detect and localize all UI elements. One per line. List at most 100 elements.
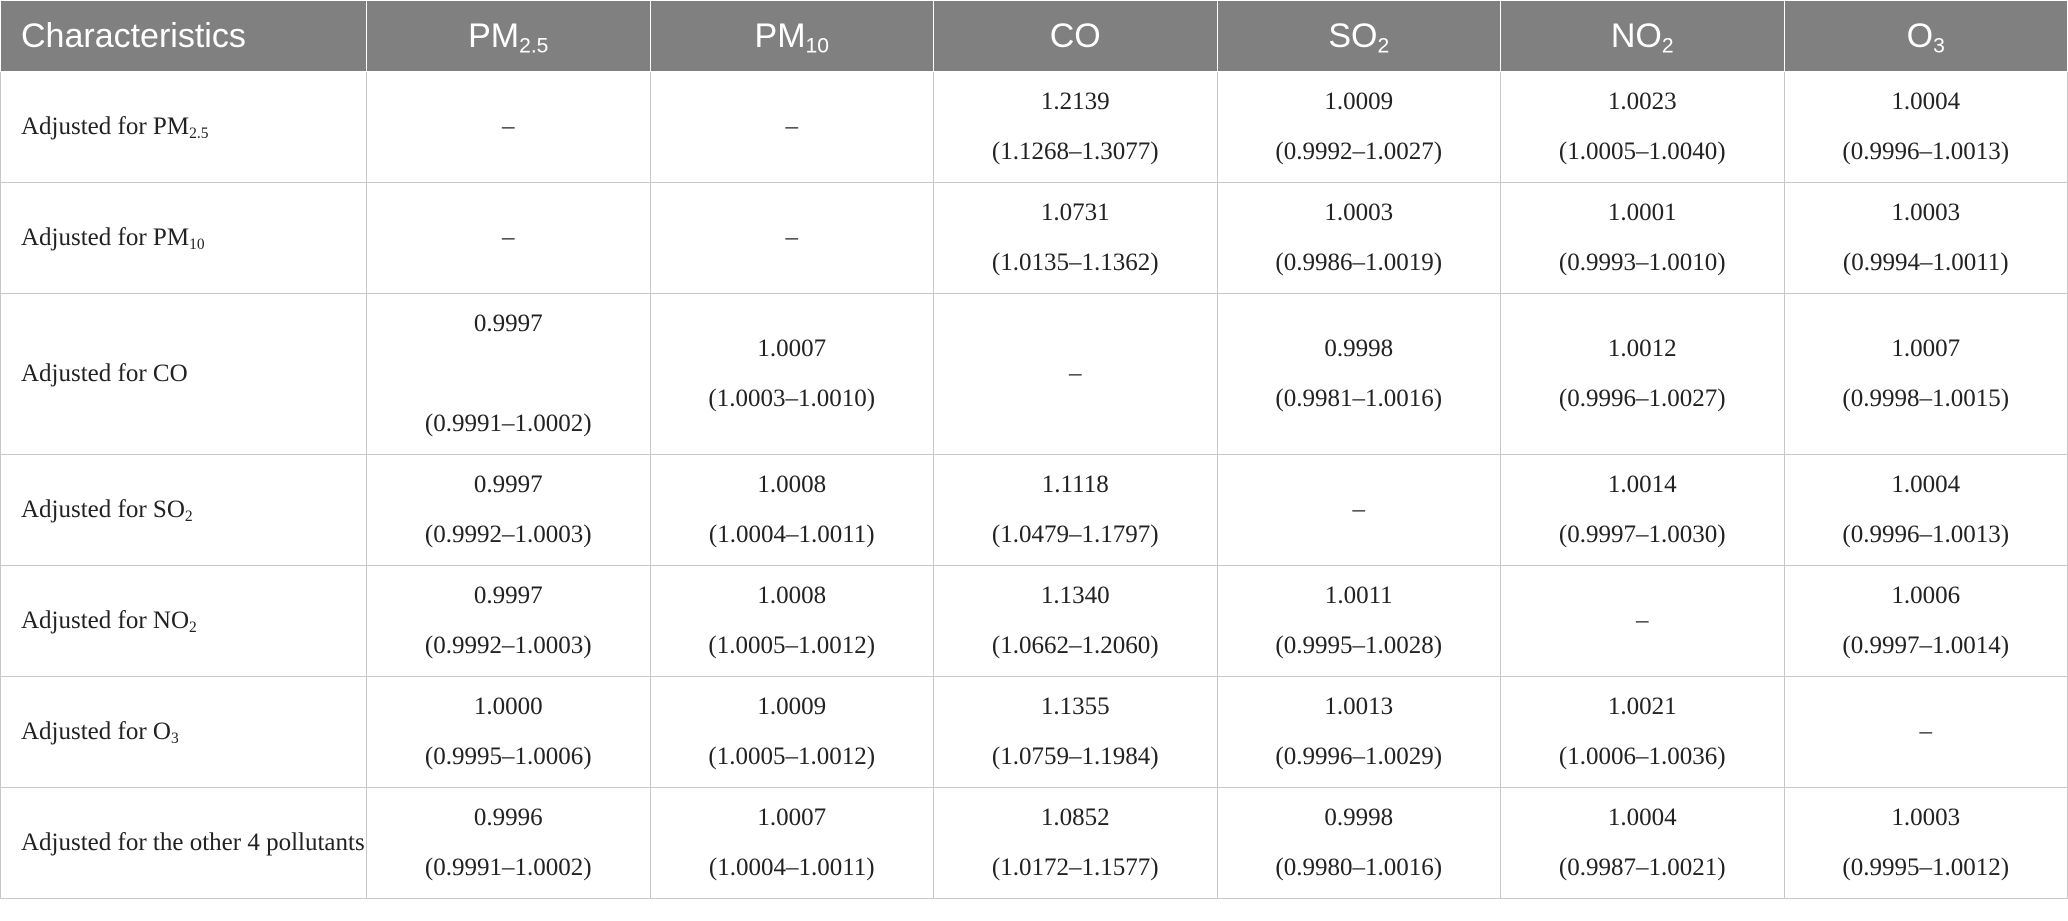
subscript: 2 <box>1661 33 1674 57</box>
row-label: Adjusted for PM10 <box>0 182 367 294</box>
estimate: 0.9998 <box>1324 335 1394 362</box>
confidence-interval: (1.0759–1.1984) <box>991 743 1159 770</box>
subscript: 2 <box>184 507 193 525</box>
cell: 1.0012 (0.9996–1.0027) <box>1500 293 1785 455</box>
empty-dash: – <box>1919 718 1933 745</box>
cell: 0.9996 (0.9991–1.0002) <box>366 787 651 899</box>
column-header: NO2 <box>1500 0 1785 72</box>
confidence-interval: (1.0479–1.1797) <box>991 521 1159 548</box>
subscript: 2.5 <box>519 33 549 57</box>
cell: 1.0003 (0.9986–1.0019) <box>1216 182 1501 294</box>
column-header: SO2 <box>1216 0 1501 72</box>
estimate: 1.0014 <box>1607 471 1677 498</box>
confidence-interval: (0.9993–1.0010) <box>1558 249 1726 276</box>
confidence-interval: (0.9980–1.0016) <box>1275 854 1443 881</box>
empty-dash: – <box>1352 496 1366 523</box>
confidence-interval: (0.9981–1.0016) <box>1275 385 1443 412</box>
confidence-interval: (0.9991–1.0002) <box>424 410 592 437</box>
subscript: 10 <box>805 33 829 57</box>
cell: 1.0004 (0.9987–1.0021) <box>1500 787 1785 899</box>
subscript: 2 <box>189 618 197 636</box>
confidence-interval: (0.9991–1.0002) <box>424 854 592 881</box>
estimate: 1.0001 <box>1607 199 1677 226</box>
empty-dash: – <box>502 224 515 251</box>
confidence-interval: (1.0006–1.0036) <box>1558 743 1726 770</box>
confidence-interval: (0.9997–1.0014) <box>1842 632 2010 659</box>
cell: 1.0006 (0.9997–1.0014) <box>1783 565 2068 677</box>
text: O <box>1906 16 1934 55</box>
row-label: Adjusted for NO2 <box>0 565 367 677</box>
estimate: 1.1355 <box>1040 693 1110 720</box>
estimate: 1.0021 <box>1607 693 1677 720</box>
estimate: 1.0003 <box>1891 199 1961 226</box>
cell: – <box>1783 676 2068 788</box>
cell: – <box>1216 454 1501 566</box>
cell: 1.0013 (0.9996–1.0029) <box>1216 676 1501 788</box>
estimate: 1.0009 <box>1324 88 1394 115</box>
table-row: Adjusted for O3 1.0000 (0.9995–1.0006) 1.00… <box>0 676 2068 788</box>
confidence-interval: (1.0003–1.0010) <box>708 385 876 412</box>
table-row: Adjusted for the other 4 pollutants 0.999… <box>0 787 2068 899</box>
text: CO <box>1049 16 1101 55</box>
confidence-interval: (1.0004–1.0011) <box>708 521 875 548</box>
estimate: 1.0007 <box>757 804 827 831</box>
subscript: 2.5 <box>189 124 209 142</box>
empty-dash: – <box>785 224 799 251</box>
subscript: 2 <box>1377 33 1390 57</box>
table-row: Adjusted for CO 0.9997 (0.9991–1.0002) 1.00… <box>0 293 2068 455</box>
text: Adjusted for PM <box>21 113 190 140</box>
confidence-interval: (0.9995–1.0012) <box>1842 854 2010 881</box>
confidence-interval: (1.0004–1.0011) <box>708 854 875 881</box>
table-row: Adjusted for PM10 – – 1.0731 (1.0135–1.1362)… <box>0 182 2068 294</box>
cell: 1.1355 (1.0759–1.1984) <box>933 676 1218 788</box>
empty-dash: – <box>1636 607 1649 634</box>
table-row: Adjusted for NO2 0.9997 (0.9992–1.0003) 1.0… <box>0 565 2068 677</box>
cell: 1.0008 (1.0005–1.0012) <box>649 565 934 677</box>
estimate: 0.9997 <box>473 471 543 498</box>
estimate: 1.0008 <box>757 471 827 498</box>
cell: 1.0000 (0.9995–1.0006) <box>366 676 651 788</box>
cell: – <box>1500 565 1785 677</box>
cell: 0.9998 (0.9981–1.0016) <box>1216 293 1501 455</box>
estimate: 1.0007 <box>757 335 827 362</box>
cell: – <box>649 182 934 294</box>
cell: 1.0852 (1.0172–1.1577) <box>933 787 1218 899</box>
text: Adjusted for SO <box>21 496 185 523</box>
confidence-interval: (1.0135–1.1362) <box>991 249 1159 276</box>
cell: 1.0731 (1.0135–1.1362) <box>933 182 1218 294</box>
text: Adjusted for O <box>21 718 171 745</box>
cell: – <box>366 182 651 294</box>
confidence-interval: (0.9995–1.0006) <box>424 743 592 770</box>
confidence-interval: (1.1268–1.3077) <box>991 138 1159 165</box>
confidence-interval: (0.9986–1.0019) <box>1275 249 1443 276</box>
estimate: 1.0003 <box>1891 804 1961 831</box>
cell: 1.0001 (0.9993–1.0010) <box>1500 182 1785 294</box>
text: Adjusted for NO <box>21 607 190 634</box>
cell: 1.0009 (0.9992–1.0027) <box>1216 71 1501 183</box>
estimate: 1.0004 <box>1891 88 1961 115</box>
cell: 1.0009 (1.0005–1.0012) <box>649 676 934 788</box>
text: SO <box>1328 16 1378 55</box>
confidence-interval: (0.9994–1.0011) <box>1842 249 2009 276</box>
confidence-interval: (0.9996–1.0029) <box>1275 743 1443 770</box>
subscript: 3 <box>170 729 179 747</box>
cell: 1.0011 (0.9995–1.0028) <box>1216 565 1501 677</box>
cell: 0.9997 (0.9992–1.0003) <box>366 565 651 677</box>
text: PM <box>468 16 520 55</box>
estimate: 1.0008 <box>757 582 827 609</box>
estimate: 1.0007 <box>1891 335 1961 362</box>
confidence-interval: (0.9996–1.0013) <box>1842 521 2010 548</box>
estimate: 1.2139 <box>1040 88 1110 115</box>
confidence-interval: (0.9996–1.0027) <box>1558 385 1726 412</box>
column-header: CO <box>933 0 1218 72</box>
column-header: O3 <box>1783 0 2068 72</box>
column-header: Characteristics <box>0 0 367 72</box>
cell: 1.1340 (1.0662–1.2060) <box>933 565 1218 677</box>
estimate: 1.0009 <box>757 693 827 720</box>
text: NO <box>1610 16 1662 55</box>
confidence-interval: (1.0662–1.2060) <box>991 632 1159 659</box>
estimate: 1.0852 <box>1040 804 1110 831</box>
cell: 1.0021 (1.0006–1.0036) <box>1500 676 1785 788</box>
estimate: 1.0006 <box>1891 582 1961 609</box>
